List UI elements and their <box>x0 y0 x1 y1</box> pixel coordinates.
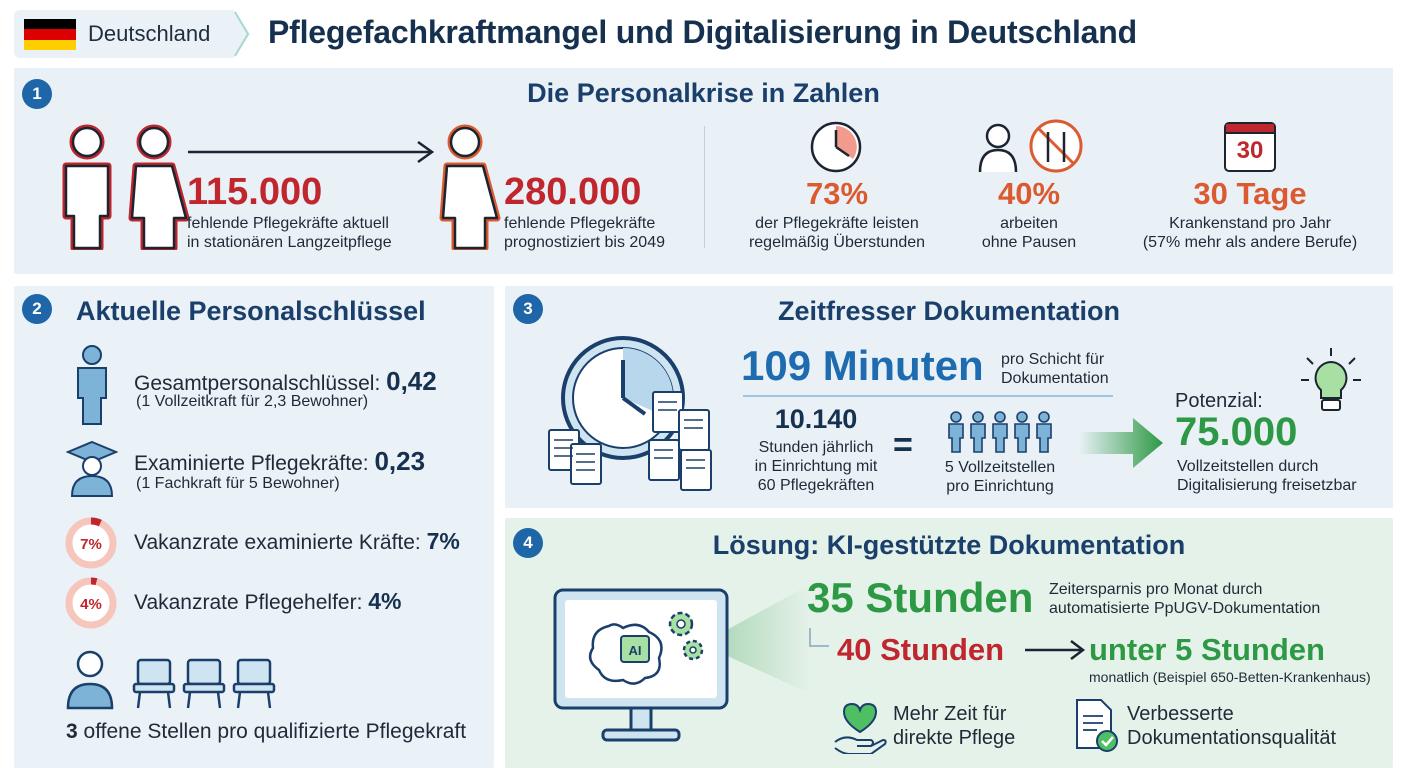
stat-sick-line2: (57% mehr als andere Berufe) <box>1142 234 1358 251</box>
arrow-right-icon <box>1025 640 1086 660</box>
fte-line2: pro Einrichtung <box>946 478 1054 495</box>
minutes-value: 109 Minuten <box>741 342 984 389</box>
section-title: Zeitfresser Dokumentation <box>777 296 1121 326</box>
calendar-icon: 30 <box>1224 122 1276 172</box>
section-documentation-time: 3 Zeitfresser Dokumentation 109 Minuten … <box>505 286 1393 508</box>
open-positions-number: 3 <box>66 720 78 743</box>
stat-sick-line1: Krankenstand pro Jahr <box>1169 215 1331 232</box>
after-note: monatlich (Beispiel 650-Betten-Krankenha… <box>1089 669 1371 685</box>
before-value: 40 Stunden <box>837 632 1005 667</box>
benefit2-line2: Dokumentationsqualität <box>1127 727 1337 749</box>
hours-value: 10.140 <box>774 404 858 434</box>
person-forecast-icon <box>439 124 501 250</box>
clock-documents-icon <box>548 336 712 491</box>
section-number: 2 <box>22 294 52 324</box>
person-icon <box>77 345 107 425</box>
stat-overtime-line1: der Pflegekräfte leisten <box>755 215 919 232</box>
ai-monitor-icon: AI <box>553 584 811 742</box>
benefit1-line1: Mehr Zeit für <box>893 703 1007 725</box>
vacancy-qualified-value: 7% <box>426 528 460 554</box>
hours-line2: in Einrichtung mit <box>754 458 878 475</box>
potential-value: 75.000 <box>1175 410 1298 454</box>
stat-forecast-line1: fehlende Pflegekräfte <box>504 215 656 232</box>
no-food-icon <box>978 119 1083 173</box>
page-title: Pflegefachkraftmangel und Digitalisierun… <box>268 14 1137 50</box>
five-staff-icon <box>948 411 1052 453</box>
stat-breaks-value: 40% <box>997 176 1061 211</box>
header: Deutschland Pflegefachkraftmangel und Di… <box>0 0 1408 68</box>
calendar-number: 30 <box>1236 137 1264 164</box>
benefit2-line1: Verbesserte <box>1127 703 1234 725</box>
nurse-and-empty-chairs-icon <box>66 650 276 710</box>
two-people-icon <box>62 124 190 250</box>
ratio-total-value: 0,42 <box>386 366 437 396</box>
vacancy-helper-value: 4% <box>368 588 402 614</box>
stat-overtime-line2: regelmäßig Überstunden <box>748 234 926 251</box>
section-ai-solution: 4 Lösung: KI-gestützte Dokumentation AI … <box>505 518 1393 768</box>
lightbulb-icon <box>1301 348 1361 411</box>
country-name: Deutschland <box>88 21 211 46</box>
arrow-right-icon <box>1079 418 1163 468</box>
country-badge: Deutschland <box>14 10 250 58</box>
open-positions-text: offene Stellen pro qualifizierte Pflegek… <box>83 720 467 743</box>
ratio-total-note: (1 Vollzeitkraft für 2,3 Bewohner) <box>136 393 369 410</box>
ratio-qualified-note: (1 Fachkraft für 5 Bewohner) <box>136 475 340 492</box>
potential-label: Potenzial: <box>1175 390 1263 412</box>
saving-line1: Zeitersparnis pro Monat durch <box>1049 581 1263 598</box>
section-title: Aktuelle Personalschlüssel <box>76 296 426 326</box>
clock-icon <box>810 121 862 173</box>
vacancy-helper-label: Vakanzrate Pflegehelfer: <box>134 591 363 614</box>
chevron-right-icon <box>234 11 250 57</box>
corner-connector-icon <box>809 628 829 647</box>
stat-forecast-value: 280.000 <box>504 171 642 213</box>
fte-line1: 5 Vollzeitstellen <box>944 459 1056 476</box>
stat-current-line1: fehlende Pflegekräfte aktuell <box>187 215 389 232</box>
stat-current-value: 115.000 <box>187 171 323 213</box>
ring-chart-icon: 4% <box>65 577 117 629</box>
ratio-qualified-label: Examinierte Pflegekräfte: <box>134 452 369 475</box>
hours-line3: 60 Pflegekräften <box>757 477 875 494</box>
minutes-line2: Dokumentation <box>1001 370 1109 387</box>
ratio-qualified-value: 0,23 <box>374 446 426 476</box>
stat-forecast-line2: prognostiziert bis 2049 <box>504 234 665 251</box>
section-personnel-crisis: 1 Die Personalkrise in Zahlen 115.000 fe… <box>14 68 1393 274</box>
section-number: 4 <box>513 528 543 558</box>
potential-line1: Vollzeitstellen durch <box>1177 458 1319 475</box>
ai-label: AI <box>629 643 642 658</box>
stat-current-line2: in stationären Langzeitpflege <box>187 234 392 251</box>
benefit1-line2: direkte Pflege <box>893 727 1016 749</box>
section-number: 1 <box>22 79 52 109</box>
german-flag-icon <box>24 19 76 50</box>
section-staffing-ratios: 2 Aktuelle Personalschlüssel Gesamtperso… <box>14 286 494 768</box>
section-title: Lösung: KI-gestützte Dokumentation <box>712 530 1186 560</box>
arrow-right-icon <box>188 140 435 164</box>
graduate-icon <box>66 440 118 497</box>
stat-breaks-line2: ohne Pausen <box>981 234 1077 251</box>
divider <box>743 395 1113 397</box>
heart-hand-icon <box>834 702 887 754</box>
section-number: 3 <box>513 294 543 324</box>
ratio-total-label: Gesamtpersonalschlüssel: <box>134 372 381 395</box>
ring-label: 7% <box>80 536 102 553</box>
minutes-line1: pro Schicht für <box>1001 351 1105 368</box>
stat-sick-value: 30 Tage <box>1193 176 1307 211</box>
stat-breaks-line1: arbeiten <box>1000 215 1058 232</box>
after-value: unter 5 Stunden <box>1089 632 1325 667</box>
potential-line2: Digitalisierung freisetzbar <box>1177 477 1357 494</box>
divider <box>704 126 705 248</box>
section-title: Die Personalkrise in Zahlen <box>527 78 880 108</box>
hours-line1: Stunden jährlich <box>758 439 874 456</box>
stat-overtime-value: 73% <box>805 176 869 211</box>
saving-value: 35 Stunden <box>807 574 1034 621</box>
document-check-icon <box>1076 699 1118 752</box>
vacancy-qualified-label: Vakanzrate examinierte Kräfte: <box>134 531 421 554</box>
ring-chart-icon: 7% <box>65 517 117 569</box>
ring-label: 4% <box>80 596 102 613</box>
saving-line2: automatisierte PpUGV-Dokumentation <box>1049 600 1321 617</box>
equals-sign: = <box>893 426 913 464</box>
